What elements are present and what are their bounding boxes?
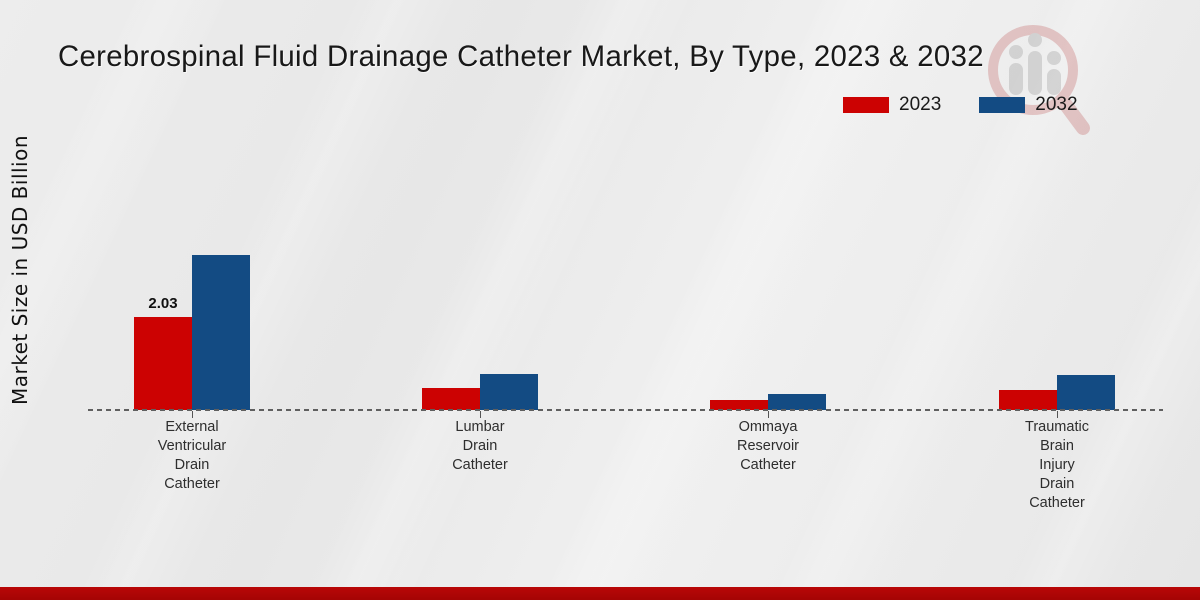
legend: 2023 2032 — [843, 94, 1078, 116]
category-label: Traumatic Brain Injury Drain Catheter — [1025, 419, 1089, 511]
bar-2023-group3 — [710, 400, 768, 410]
bar-2023-group2 — [422, 388, 480, 410]
bar-2023-group4 — [999, 390, 1057, 410]
legend-swatch-2023 — [843, 97, 889, 113]
category-label: Ommaya Reservoir Catheter — [736, 419, 800, 473]
category-label: Lumbar Drain Catheter — [452, 419, 508, 473]
plot-area: External Ventricular Drain Catheter Lumba… — [88, 0, 1163, 560]
bar-2032-group2 — [480, 374, 538, 410]
x-axis-baseline — [88, 409, 1163, 411]
bar-2023-group1 — [134, 317, 192, 410]
x-axis-tick — [480, 411, 481, 418]
bar-value-label: 2.03 — [148, 295, 178, 312]
x-axis-tick — [1057, 411, 1058, 418]
chart-title: Cerebrospinal Fluid Drainage Catheter Ma… — [58, 40, 984, 73]
legend-label-2023: 2023 — [899, 94, 942, 115]
footer-stripe — [0, 587, 1200, 600]
bar-2032-group1 — [192, 255, 250, 410]
x-axis-tick — [192, 411, 193, 418]
category-label: External Ventricular Drain Catheter — [157, 419, 227, 492]
y-axis-label: Market Size in USD Billion — [8, 134, 32, 406]
bar-2032-group3 — [768, 394, 826, 410]
legend-label-2032: 2032 — [1035, 94, 1078, 115]
legend-swatch-2032 — [979, 97, 1026, 113]
x-axis-tick — [768, 411, 769, 418]
magnifier-growth-logo-icon — [988, 25, 1090, 135]
bar-2032-group4 — [1057, 375, 1115, 410]
